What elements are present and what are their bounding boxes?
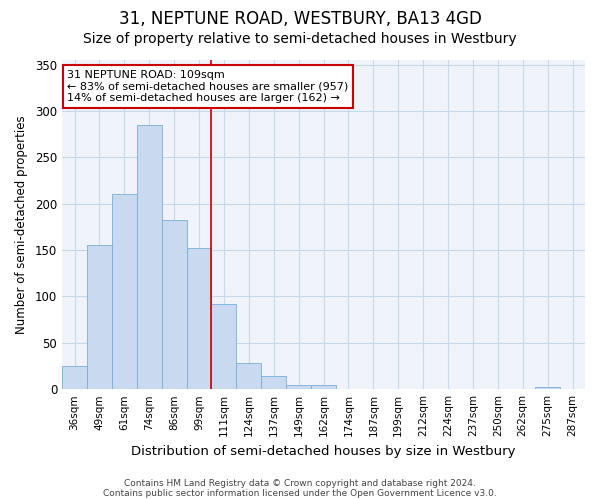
Bar — [211, 304, 236, 389]
Bar — [87, 246, 112, 389]
X-axis label: Distribution of semi-detached houses by size in Westbury: Distribution of semi-detached houses by … — [131, 444, 516, 458]
Bar — [236, 363, 261, 389]
Bar — [261, 376, 286, 389]
Text: Contains public sector information licensed under the Open Government Licence v3: Contains public sector information licen… — [103, 488, 497, 498]
Text: 31 NEPTUNE ROAD: 109sqm
← 83% of semi-detached houses are smaller (957)
14% of s: 31 NEPTUNE ROAD: 109sqm ← 83% of semi-de… — [67, 70, 349, 103]
Y-axis label: Number of semi-detached properties: Number of semi-detached properties — [15, 116, 28, 334]
Bar — [112, 194, 137, 389]
Text: 31, NEPTUNE ROAD, WESTBURY, BA13 4GD: 31, NEPTUNE ROAD, WESTBURY, BA13 4GD — [119, 10, 481, 28]
Text: Contains HM Land Registry data © Crown copyright and database right 2024.: Contains HM Land Registry data © Crown c… — [124, 478, 476, 488]
Text: Size of property relative to semi-detached houses in Westbury: Size of property relative to semi-detach… — [83, 32, 517, 46]
Bar — [286, 384, 311, 389]
Bar — [137, 125, 161, 389]
Bar — [535, 388, 560, 389]
Bar — [161, 220, 187, 389]
Bar — [62, 366, 87, 389]
Bar — [187, 248, 211, 389]
Bar — [311, 384, 336, 389]
